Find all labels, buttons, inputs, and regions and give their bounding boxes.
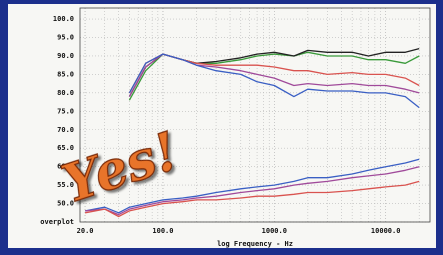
x-tick-label: 1000.0 — [262, 227, 287, 235]
x-tick-label: 20.0 — [77, 227, 94, 235]
y-tick-label: 75.0 — [57, 107, 74, 115]
chart: overplot50.055.060.065.070.075.080.085.0… — [0, 0, 443, 255]
x-axis-label: log Frequency - Hz — [217, 240, 293, 248]
y-tick-label: 80.0 — [57, 89, 74, 97]
y-tick-label: 100.0 — [53, 15, 74, 23]
y-tick-label: overplot — [40, 218, 74, 226]
y-tick-label: 95.0 — [57, 34, 74, 42]
y-tick-label: 90.0 — [57, 52, 74, 60]
x-tick-label: 10000.0 — [371, 227, 401, 235]
x-tick-label: 100.0 — [152, 227, 173, 235]
y-tick-label: 85.0 — [57, 70, 74, 78]
y-tick-label: 70.0 — [57, 126, 74, 134]
